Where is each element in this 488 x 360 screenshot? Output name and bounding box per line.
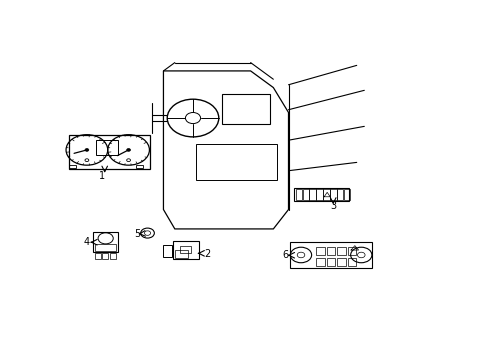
Bar	[309, 189, 315, 200]
Bar	[302, 189, 308, 200]
Text: 6: 6	[282, 250, 288, 260]
Text: 5: 5	[134, 229, 140, 239]
Bar	[69, 165, 76, 168]
Bar	[316, 247, 324, 255]
Bar	[175, 250, 187, 258]
Bar	[163, 245, 172, 257]
Bar	[316, 189, 322, 200]
Bar	[173, 242, 198, 260]
Bar	[180, 246, 191, 253]
Bar	[326, 258, 334, 266]
Bar	[102, 253, 108, 258]
Bar	[96, 140, 118, 155]
Text: 1: 1	[99, 171, 105, 181]
Circle shape	[85, 149, 89, 151]
Bar	[290, 242, 371, 268]
Bar	[195, 144, 277, 180]
Bar	[294, 188, 348, 201]
Bar	[93, 232, 118, 252]
Bar	[316, 258, 324, 266]
Bar	[347, 247, 356, 255]
Bar	[326, 247, 334, 255]
Bar	[295, 189, 302, 200]
Text: 2: 2	[203, 249, 210, 260]
Bar	[95, 253, 101, 258]
Text: 3: 3	[329, 201, 336, 211]
Bar	[136, 165, 142, 168]
Circle shape	[126, 149, 130, 151]
Text: 4: 4	[83, 237, 90, 247]
Bar	[68, 135, 150, 169]
Bar	[95, 244, 116, 251]
Bar	[337, 258, 345, 266]
Bar	[323, 189, 329, 200]
Bar	[110, 253, 116, 258]
Bar	[222, 94, 269, 123]
Bar	[336, 189, 343, 200]
Bar	[347, 258, 356, 266]
Bar	[343, 189, 349, 200]
Bar	[337, 247, 345, 255]
Bar	[329, 189, 336, 200]
